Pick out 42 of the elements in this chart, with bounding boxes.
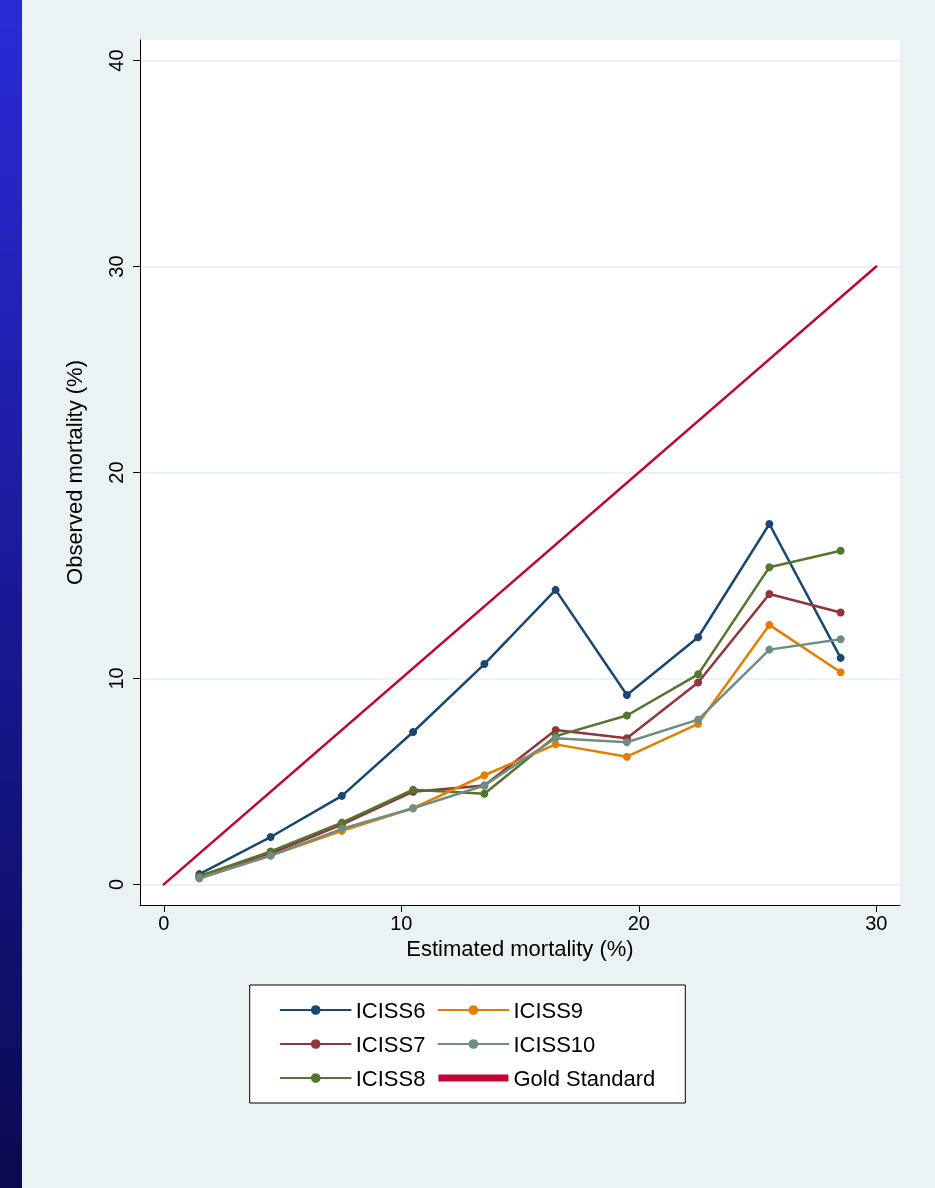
point	[622, 752, 631, 761]
point	[622, 690, 631, 699]
point	[480, 771, 489, 780]
point	[551, 585, 560, 594]
point	[836, 608, 845, 617]
point	[694, 715, 703, 724]
x-tick-label: 30	[865, 912, 888, 934]
x-axis-title: Estimated mortality (%)	[406, 936, 634, 962]
point	[694, 678, 703, 687]
point	[480, 789, 489, 798]
point	[266, 833, 275, 842]
x-tick-label: 0	[158, 912, 170, 934]
point	[765, 620, 774, 629]
point	[622, 711, 631, 720]
x-tick-label: 20	[627, 912, 650, 934]
point	[765, 563, 774, 572]
point	[836, 668, 845, 677]
y-tick-label: 0	[105, 878, 127, 890]
legend-label: ICISS10	[513, 1031, 596, 1057]
point	[836, 546, 845, 555]
point	[836, 635, 845, 644]
y-tick-label: 30	[105, 255, 127, 278]
point	[765, 590, 774, 599]
legend-label: ICISS9	[513, 997, 584, 1023]
y-tick-label: 20	[105, 461, 127, 484]
y-tick-label: 10	[105, 667, 127, 690]
point	[694, 633, 703, 642]
point	[480, 660, 489, 669]
legend-label: ICISS7	[355, 1031, 426, 1057]
point	[694, 670, 703, 679]
point	[836, 653, 845, 662]
point	[337, 791, 346, 800]
legend-label: ICISS6	[355, 997, 426, 1023]
y-tick-label: 40	[105, 49, 127, 72]
point	[765, 645, 774, 654]
point	[765, 519, 774, 528]
legend-label: ICISS8	[355, 1065, 426, 1091]
x-tick-label: 10	[390, 912, 413, 934]
legend-label: Gold Standard	[513, 1065, 656, 1091]
y-axis-title: Observed mortality (%)	[61, 360, 87, 585]
point	[409, 728, 418, 736]
point	[622, 738, 631, 747]
